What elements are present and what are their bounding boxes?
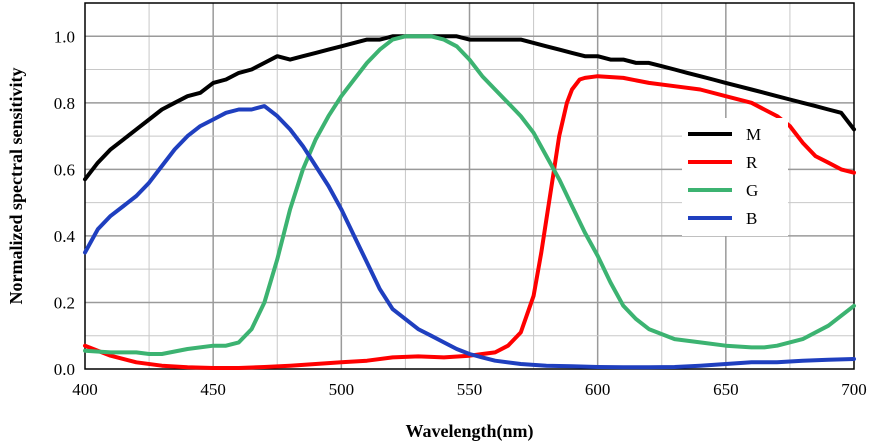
series-line-g — [83, 34, 856, 356]
legend-label-r: R — [746, 153, 758, 172]
x-tick-label: 400 — [72, 380, 98, 399]
x-tick-label: 600 — [585, 380, 611, 399]
x-tick-label: 700 — [841, 380, 867, 399]
x-axis-label: Wavelength(nm) — [406, 421, 534, 442]
y-axis-label: Normalized spectral sensitivity — [6, 68, 26, 305]
plot-frame — [84, 2, 855, 370]
tick-labels: 400 450 500 550 600 650 700 0.0 0.2 0.4 0.6 0.8 1.0 — [54, 27, 867, 399]
series-line-b — [83, 104, 856, 370]
series-line-m — [83, 34, 856, 182]
x-tick-label: 500 — [329, 380, 355, 399]
y-tick-label: 0.4 — [54, 227, 76, 246]
series-line-r — [83, 74, 856, 370]
legend-label-m: M — [746, 125, 761, 144]
y-tick-label: 0.8 — [54, 94, 75, 113]
y-tick-label: 0.2 — [54, 293, 75, 312]
x-tick-label: 450 — [200, 380, 226, 399]
x-tick-label: 650 — [713, 380, 739, 399]
x-tick-label: 550 — [457, 380, 483, 399]
grid — [85, 3, 854, 369]
legend-label-b: B — [746, 209, 757, 228]
y-tick-label: 0.0 — [54, 360, 75, 379]
series-lines — [83, 34, 856, 370]
legend-label-g: G — [746, 181, 758, 200]
y-tick-label: 1.0 — [54, 27, 75, 46]
y-tick-label: 0.6 — [54, 160, 75, 179]
